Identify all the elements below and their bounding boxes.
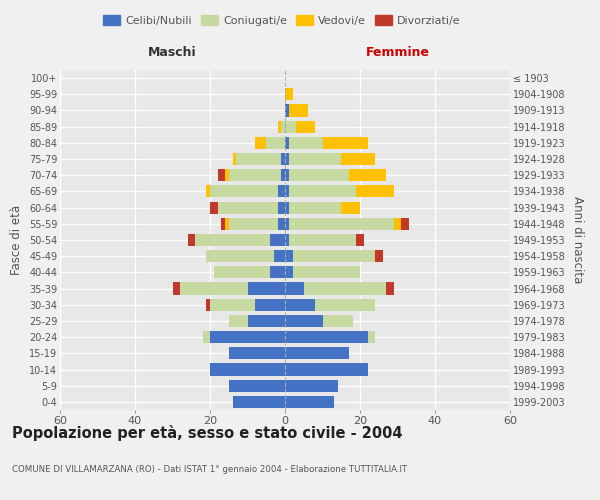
Bar xyxy=(285,380,337,392)
Bar xyxy=(266,137,285,149)
Bar xyxy=(229,169,281,181)
Bar xyxy=(281,169,285,181)
Bar xyxy=(277,202,285,213)
Text: COMUNE DI VILLAMARZANA (RO) - Dati ISTAT 1° gennaio 2004 - Elaborazione TUTTITAL: COMUNE DI VILLAMARZANA (RO) - Dati ISTAT… xyxy=(12,465,407,474)
Bar xyxy=(214,266,270,278)
Bar xyxy=(367,331,375,343)
Bar xyxy=(274,250,285,262)
Bar xyxy=(285,186,289,198)
Bar xyxy=(180,282,248,294)
Bar xyxy=(206,298,210,311)
Bar xyxy=(277,218,285,230)
Bar xyxy=(173,282,180,294)
Text: Popolazione per età, sesso e stato civile - 2004: Popolazione per età, sesso e stato civil… xyxy=(12,425,403,441)
Bar xyxy=(277,120,281,132)
Bar xyxy=(281,153,285,165)
Bar xyxy=(285,104,289,117)
Bar xyxy=(285,348,349,360)
Bar xyxy=(285,218,289,230)
Bar xyxy=(289,218,394,230)
Y-axis label: Anni di nascita: Anni di nascita xyxy=(571,196,584,284)
Bar xyxy=(285,298,315,311)
Bar xyxy=(285,88,293,101)
Bar xyxy=(323,315,353,327)
Bar xyxy=(229,315,248,327)
Bar xyxy=(296,120,315,132)
Bar xyxy=(293,266,360,278)
Bar xyxy=(375,250,383,262)
Bar xyxy=(401,218,409,230)
Bar xyxy=(289,104,308,117)
Bar xyxy=(255,298,285,311)
Bar xyxy=(236,153,281,165)
Bar xyxy=(210,298,255,311)
Bar xyxy=(277,186,285,198)
Bar xyxy=(285,169,289,181)
Bar xyxy=(210,186,277,198)
Bar xyxy=(289,137,323,149)
Bar xyxy=(281,120,285,132)
Bar xyxy=(394,218,401,230)
Bar xyxy=(356,186,394,198)
Bar xyxy=(289,186,356,198)
Bar xyxy=(341,153,375,165)
Bar xyxy=(323,137,367,149)
Bar xyxy=(225,218,229,230)
Y-axis label: Fasce di età: Fasce di età xyxy=(10,205,23,275)
Bar xyxy=(285,396,334,408)
Bar xyxy=(386,282,394,294)
Bar xyxy=(289,202,341,213)
Bar xyxy=(285,250,293,262)
Bar xyxy=(289,169,349,181)
Text: Femmine: Femmine xyxy=(365,46,430,59)
Bar xyxy=(356,234,364,246)
Bar xyxy=(206,186,210,198)
Bar xyxy=(270,234,285,246)
Bar xyxy=(285,282,304,294)
Bar xyxy=(349,169,386,181)
Bar xyxy=(270,266,285,278)
Bar xyxy=(285,137,289,149)
Bar xyxy=(218,169,225,181)
Bar xyxy=(229,380,285,392)
Bar xyxy=(229,218,277,230)
Bar xyxy=(285,202,289,213)
Bar xyxy=(233,153,236,165)
Bar xyxy=(210,202,218,213)
Bar xyxy=(315,298,375,311)
Legend: Celibi/Nubili, Coniugati/e, Vedovi/e, Divorziati/e: Celibi/Nubili, Coniugati/e, Vedovi/e, Di… xyxy=(99,10,465,30)
Bar xyxy=(248,315,285,327)
Bar xyxy=(233,396,285,408)
Bar xyxy=(289,153,341,165)
Bar xyxy=(289,234,356,246)
Bar xyxy=(229,348,285,360)
Bar xyxy=(210,331,285,343)
Bar xyxy=(225,169,229,181)
Bar xyxy=(293,250,375,262)
Bar xyxy=(285,315,323,327)
Bar xyxy=(285,364,367,376)
Bar xyxy=(285,120,296,132)
Bar xyxy=(285,234,289,246)
Bar xyxy=(203,331,210,343)
Bar xyxy=(341,202,360,213)
Bar xyxy=(195,234,270,246)
Bar xyxy=(210,364,285,376)
Bar xyxy=(255,137,266,149)
Bar xyxy=(187,234,195,246)
Bar xyxy=(285,266,293,278)
Bar xyxy=(304,282,386,294)
Bar xyxy=(285,331,367,343)
Bar xyxy=(218,202,277,213)
Bar xyxy=(221,218,225,230)
Text: Maschi: Maschi xyxy=(148,46,197,59)
Bar xyxy=(248,282,285,294)
Bar xyxy=(206,250,274,262)
Bar xyxy=(285,153,289,165)
